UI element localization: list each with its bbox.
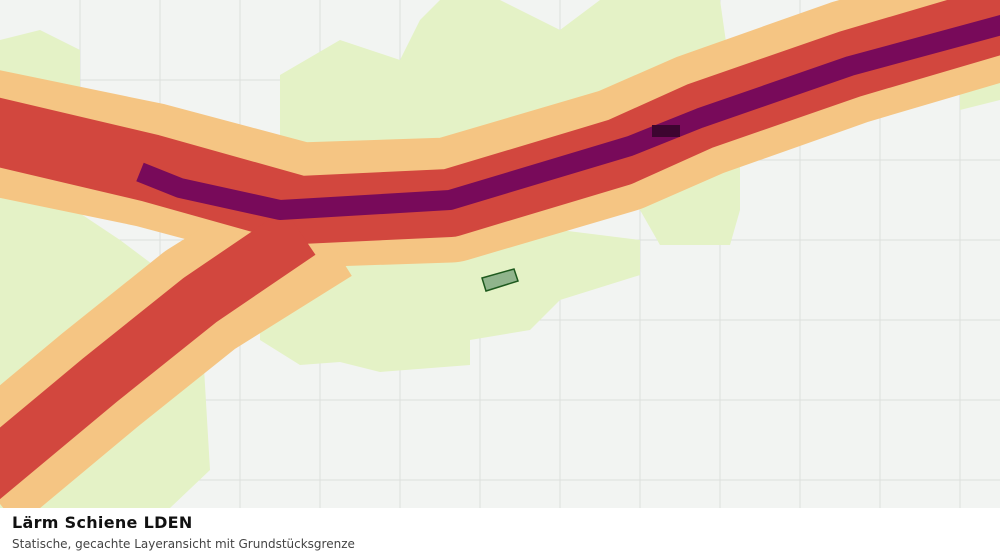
parcel-boundary xyxy=(481,268,519,292)
title: Lärm Schiene LDEN xyxy=(12,513,193,532)
map xyxy=(0,0,1000,508)
subtitle: Statische, gecachte Layeransicht mit Gru… xyxy=(12,537,355,551)
rail-corridor xyxy=(0,0,1000,508)
